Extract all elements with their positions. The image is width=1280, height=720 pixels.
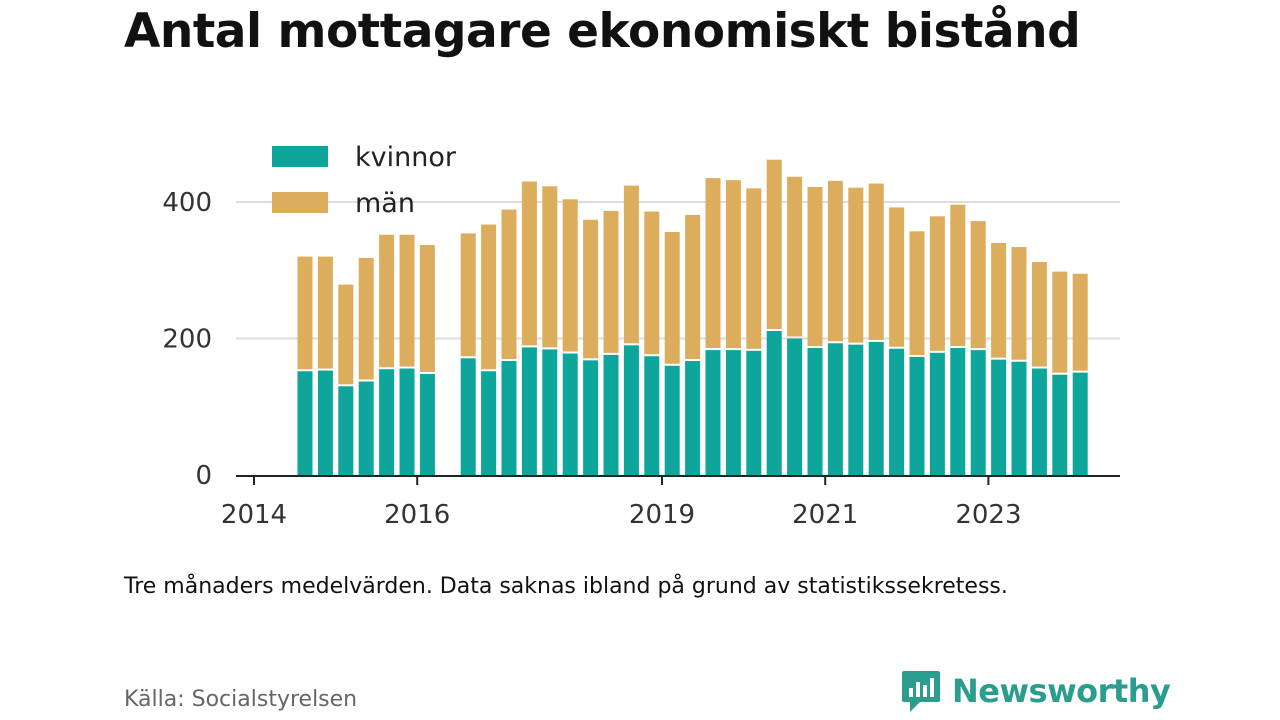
bar-man xyxy=(338,284,354,385)
bar-man xyxy=(317,256,333,369)
bar-man xyxy=(970,221,986,349)
legend-swatch-kvinnor xyxy=(272,146,328,167)
bar-kvinnor xyxy=(909,356,925,475)
bar-kvinnor xyxy=(868,341,884,475)
bar-man xyxy=(827,180,843,342)
bar-kvinnor xyxy=(746,350,762,475)
bar-man xyxy=(950,204,966,347)
bar-man xyxy=(399,234,415,367)
bar-man xyxy=(725,180,741,349)
chart-title: Antal mottagare ekonomiskt bistånd xyxy=(124,4,1081,59)
bar-man xyxy=(501,209,517,360)
bar-kvinnor xyxy=(848,344,864,475)
bar-kvinnor xyxy=(685,361,701,475)
x-tick-label: 2014 xyxy=(221,500,287,530)
bar-man xyxy=(1052,271,1068,373)
bar-kvinnor xyxy=(583,360,599,475)
chart-note: Tre månaders medelvärden. Data saknas ib… xyxy=(124,574,1008,599)
bar-man xyxy=(521,181,537,346)
bar-man xyxy=(991,242,1007,358)
y-tick-label: 200 xyxy=(162,325,212,355)
bar-kvinnor xyxy=(991,359,1007,475)
bar-kvinnor xyxy=(542,349,558,475)
bar-man xyxy=(746,188,762,349)
bar-kvinnor xyxy=(460,358,476,475)
bar-kvinnor xyxy=(501,361,517,475)
bar-man xyxy=(1072,273,1088,371)
bar-kvinnor xyxy=(644,356,660,475)
bar-kvinnor xyxy=(338,386,354,475)
bar-man xyxy=(644,211,660,355)
bar-kvinnor xyxy=(950,348,966,475)
bar-man xyxy=(705,178,721,349)
bar-man xyxy=(1031,262,1047,367)
bar-kvinnor xyxy=(970,350,986,475)
bar-man xyxy=(562,199,578,352)
bar-kvinnor xyxy=(929,352,945,475)
bar-man xyxy=(664,232,680,364)
bar-kvinnor xyxy=(827,343,843,475)
bar-kvinnor xyxy=(1052,374,1068,475)
legend-swatch-man xyxy=(272,192,328,213)
bar-man xyxy=(889,207,905,347)
bar-man xyxy=(297,256,313,370)
bars xyxy=(297,159,1088,475)
y-tick-label: 400 xyxy=(162,188,212,218)
bar-man xyxy=(766,159,782,329)
brand-logo[interactable]: Newsworthy xyxy=(900,668,1171,714)
legend: kvinnor män xyxy=(272,142,457,219)
bar-kvinnor xyxy=(521,347,537,475)
bar-kvinnor xyxy=(562,353,578,475)
bar-kvinnor xyxy=(725,350,741,475)
bar-kvinnor xyxy=(1011,361,1027,475)
bar-man xyxy=(685,214,701,360)
x-tick-label: 2019 xyxy=(629,500,695,530)
newsworthy-logo-icon xyxy=(902,671,940,712)
bar-kvinnor xyxy=(358,381,374,475)
bar-man xyxy=(787,176,803,337)
bar-kvinnor xyxy=(419,373,435,475)
bar-man xyxy=(868,183,884,340)
bar-kvinnor xyxy=(603,354,619,475)
bar-man xyxy=(358,257,374,380)
bar-kvinnor xyxy=(623,345,639,475)
bar-kvinnor xyxy=(399,368,415,475)
bar-man xyxy=(623,185,639,344)
bar-man xyxy=(379,234,395,368)
x-tick-label: 2021 xyxy=(792,500,858,530)
bar-man xyxy=(848,187,864,343)
source-credit: Källa: Socialstyrelsen xyxy=(124,687,358,712)
bar-kvinnor xyxy=(379,369,395,475)
bar-kvinnor xyxy=(705,350,721,475)
bar-kvinnor xyxy=(664,365,680,475)
bar-kvinnor xyxy=(807,348,823,475)
legend-label-man: män xyxy=(355,188,415,219)
bar-man xyxy=(583,219,599,359)
brand-name: Newsworthy xyxy=(952,672,1171,710)
bar-man xyxy=(807,186,823,347)
bar-kvinnor xyxy=(766,330,782,475)
bar-man xyxy=(909,231,925,355)
bar-kvinnor xyxy=(787,338,803,475)
x-tick-label: 2016 xyxy=(384,500,450,530)
y-tick-label: 0 xyxy=(195,461,212,491)
bar-kvinnor xyxy=(889,348,905,475)
legend-label-kvinnor: kvinnor xyxy=(355,142,457,173)
axes: 2014 2016 2019 2021 2023 xyxy=(221,475,1120,530)
bar-kvinnor xyxy=(481,371,497,475)
bar-man xyxy=(419,244,435,372)
stacked-bar-chart: 0 200 400 2014 2016 2019 2021 2023 kvinnor män xyxy=(162,142,1120,530)
bar-man xyxy=(929,216,945,351)
x-tick-label: 2023 xyxy=(955,500,1021,530)
bar-man xyxy=(542,186,558,348)
bar-kvinnor xyxy=(1072,372,1088,475)
bar-kvinnor xyxy=(1031,368,1047,475)
bar-man xyxy=(481,224,497,370)
bar-kvinnor xyxy=(297,371,313,475)
bar-man xyxy=(1011,247,1027,360)
bar-man xyxy=(460,233,476,357)
bar-man xyxy=(603,210,619,353)
bar-kvinnor xyxy=(317,370,333,475)
